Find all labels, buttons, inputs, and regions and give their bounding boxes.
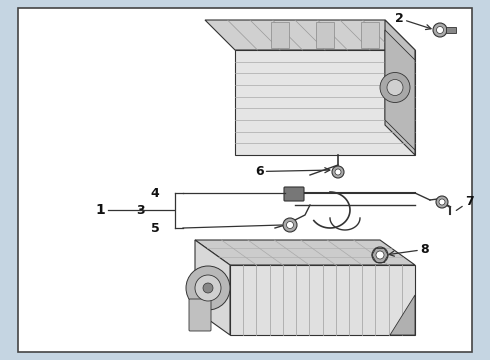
- Circle shape: [387, 80, 403, 95]
- Polygon shape: [385, 30, 415, 150]
- Circle shape: [335, 169, 341, 175]
- Bar: [446, 27, 456, 33]
- Circle shape: [437, 27, 443, 33]
- Text: 2: 2: [395, 12, 431, 30]
- Polygon shape: [385, 20, 415, 155]
- Circle shape: [203, 283, 213, 293]
- Circle shape: [283, 218, 297, 232]
- Polygon shape: [390, 295, 415, 335]
- Circle shape: [376, 251, 384, 259]
- Polygon shape: [205, 20, 415, 50]
- Circle shape: [287, 221, 294, 229]
- Circle shape: [195, 275, 221, 301]
- Text: 3: 3: [136, 203, 145, 216]
- Bar: [271, 22, 289, 48]
- FancyBboxPatch shape: [189, 299, 211, 331]
- Bar: [361, 22, 379, 48]
- Circle shape: [433, 23, 447, 37]
- Polygon shape: [195, 240, 415, 265]
- FancyBboxPatch shape: [284, 187, 304, 201]
- Text: 4: 4: [150, 186, 159, 199]
- Polygon shape: [195, 240, 230, 335]
- Text: 8: 8: [389, 243, 429, 256]
- Circle shape: [372, 247, 388, 263]
- Circle shape: [332, 166, 344, 178]
- Circle shape: [186, 266, 230, 310]
- Polygon shape: [230, 265, 415, 335]
- Text: 5: 5: [150, 221, 159, 234]
- Text: 7: 7: [456, 195, 474, 211]
- Circle shape: [380, 72, 410, 103]
- Circle shape: [436, 196, 448, 208]
- Text: 6: 6: [255, 165, 330, 178]
- Circle shape: [439, 199, 445, 205]
- Text: 1: 1: [95, 203, 105, 217]
- Bar: [316, 22, 334, 48]
- Polygon shape: [235, 50, 415, 155]
